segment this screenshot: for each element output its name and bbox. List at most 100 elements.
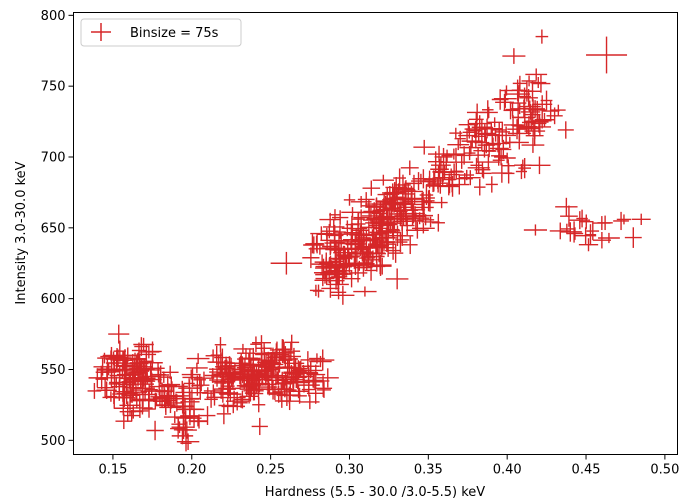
data-point [551,104,566,116]
data-point [218,359,236,377]
data-point [220,379,236,399]
data-point [569,211,591,230]
data-point [549,222,571,240]
data-point [239,389,259,404]
y-tick-label: 750 [41,80,66,95]
data-point [423,170,444,192]
data-point [100,368,123,387]
data-point [158,376,177,396]
data-point [555,197,578,216]
data-point [128,359,141,377]
data-point [559,223,574,235]
legend-label: Binsize = 75s [130,26,219,41]
data-point [106,351,122,366]
data-point [248,376,261,395]
data-point [434,147,453,166]
data-point [203,384,223,398]
data-point [108,324,130,344]
data-point [329,209,341,221]
data-point [586,222,600,241]
data-point [261,354,284,375]
data-point [503,101,518,120]
data-point [281,341,301,361]
data-point [221,399,246,414]
data-point [348,263,368,283]
data-point [357,192,375,207]
data-point [343,233,361,247]
data-point [363,237,377,257]
data-point [340,256,352,278]
data-point [535,29,549,44]
data-point [192,379,210,392]
data-point [274,339,292,359]
data-point [494,148,509,166]
data-point [616,214,632,225]
data-point [374,208,386,229]
data-point [450,162,463,180]
plot-frame [73,12,678,455]
x-tick-label: 0.40 [493,463,522,478]
data-point [458,119,479,130]
data-point [193,374,206,385]
data-point [291,364,315,377]
data-point [468,115,491,132]
data-point [161,365,179,379]
data-point [613,211,629,231]
data-point [214,337,227,353]
data-point [225,391,249,411]
data-point [269,341,285,359]
data-point [400,160,419,176]
data-point [303,374,324,387]
data-point [186,353,210,365]
data-point [256,360,268,372]
data-point [578,238,599,252]
data-point [314,257,338,268]
data-point [377,203,397,216]
data-point [393,168,406,188]
y-axis-label: Intensity 3.0-30.0 keV [14,161,29,304]
data-point [631,213,651,225]
data-point [218,398,237,413]
data-point [481,100,494,120]
x-tick-label: 0.20 [177,463,206,478]
data-point [447,139,470,151]
x-tick-label: 0.50 [650,463,679,478]
data-point [584,224,597,246]
data-point [494,121,511,142]
data-point [566,227,584,240]
data-point [530,76,547,89]
data-point [112,350,134,370]
data-point [512,75,527,91]
data-point [507,126,532,141]
data-point [378,232,395,252]
x-tick-label: 0.25 [256,463,285,478]
data-point [503,115,523,135]
data-point [186,362,208,374]
data-point [485,137,501,152]
data-point [531,74,551,93]
data-point [575,227,597,245]
data-point [385,222,400,237]
data-point [413,139,436,155]
x-tick-label: 0.30 [335,463,364,478]
data-point [171,419,186,430]
data-point [406,221,429,239]
data-point [343,223,361,243]
data-point [385,268,409,290]
data-point [119,401,136,422]
data-point [176,433,200,450]
data-point [303,236,325,254]
data-point [97,362,120,376]
data-point [146,420,164,441]
data-point [204,368,221,383]
data-point [463,145,476,161]
data-point [337,248,359,266]
data-point [300,394,320,410]
data-point [107,360,122,380]
data-point [105,350,128,369]
data-point [388,243,404,263]
data-point [593,216,611,231]
data-point [592,232,612,249]
data-point [350,242,371,256]
data-point [500,85,513,96]
